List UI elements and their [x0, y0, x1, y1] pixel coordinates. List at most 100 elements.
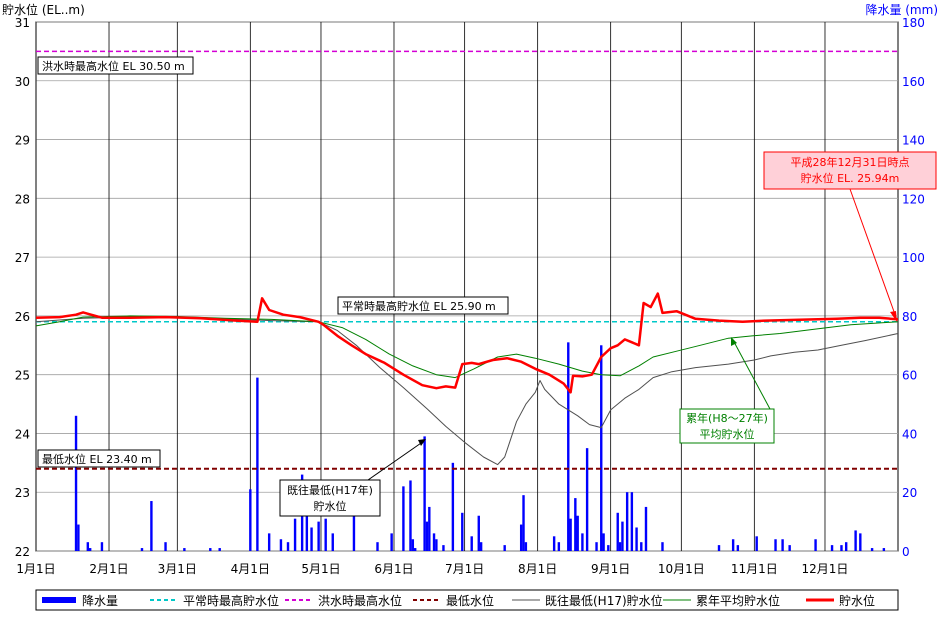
month-tick-label: 10月1日: [658, 562, 705, 576]
rain-bar: [442, 545, 445, 551]
rain-bar: [140, 548, 144, 551]
rain-bar: [249, 489, 252, 551]
rain-bar: [616, 512, 619, 551]
rain-bar: [305, 489, 309, 551]
rain-bar: [567, 342, 570, 551]
rain-bar: [413, 548, 417, 551]
rain-bar: [830, 545, 834, 551]
legend-label: 累年平均貯水位: [696, 593, 780, 608]
rain-bar: [557, 542, 561, 551]
average-label-1: 累年(H8〜27年): [686, 411, 768, 425]
right-tick-label: 180: [902, 16, 925, 30]
rain-bar: [644, 506, 648, 551]
right-tick-label: 140: [902, 134, 925, 148]
rain-bar: [74, 415, 78, 551]
rain-bar: [477, 515, 480, 551]
normal-label: 平常時最高貯水位 EL 25.90 m: [342, 299, 496, 313]
rain-bar: [352, 515, 356, 551]
average-box: [679, 408, 775, 444]
rainfall-bars: [74, 342, 886, 551]
rain-bar: [574, 498, 577, 551]
legend-label: 洪水時最高水位: [318, 593, 402, 608]
rain-bar: [581, 533, 584, 551]
rain-bar: [625, 492, 629, 551]
legend-label: 既往最低(H17)貯水位: [545, 593, 663, 608]
plot-border: [35, 21, 899, 552]
min-label: 最低水位 EL 23.40 m: [42, 452, 152, 466]
rain-bar: [86, 542, 90, 551]
left-axis-label: 貯水位 (EL..m): [2, 2, 85, 17]
month-tick-label: 3月1日: [158, 562, 197, 576]
rain-bar: [503, 545, 506, 551]
rain-bar: [635, 527, 638, 551]
legend-swatch: [42, 597, 76, 603]
month-tick-label: 4月1日: [231, 562, 270, 576]
normal-label-box: [337, 296, 509, 315]
hist-min-box: [279, 479, 381, 517]
rain-bar: [640, 542, 643, 551]
series-water_level: [35, 292, 899, 394]
rain-bar: [317, 521, 320, 551]
rain-bar: [814, 539, 817, 551]
rain-bar: [781, 539, 784, 551]
hist-min-label-2: 貯水位: [314, 499, 347, 513]
rain-bar: [402, 486, 405, 551]
month-tick-label: 8月1日: [518, 562, 557, 576]
left-tick-label: 23: [15, 486, 30, 500]
rain-bar: [755, 536, 758, 551]
month-tick-label: 1月1日: [16, 562, 55, 576]
rain-bar: [286, 542, 290, 551]
rain-bar: [293, 518, 297, 551]
rain-bar: [88, 548, 92, 551]
rain-bar: [607, 545, 610, 551]
rain-bar: [150, 501, 153, 551]
rain-bar: [621, 521, 624, 551]
flood-label: 洪水時最高水位 EL 30.50 m: [42, 59, 185, 73]
current-level-label-2: 貯水位 EL. 25.94m: [801, 171, 900, 185]
legend-label: 降水量: [82, 594, 118, 608]
rain-bar: [630, 492, 634, 551]
rain-bar: [717, 545, 721, 551]
average-arrow: [732, 339, 771, 410]
rain-bar: [736, 545, 740, 551]
average-arrowhead: [731, 337, 737, 346]
left-tick-label: 31: [15, 16, 30, 30]
rain-bar: [524, 542, 528, 551]
rain-bar: [77, 524, 80, 551]
rain-bar: [600, 345, 603, 551]
right-tick-label: 160: [902, 75, 925, 89]
rain-bar: [519, 524, 523, 551]
series-historical_min: [35, 316, 899, 466]
hist-min-label-1: 既往最低(H17年): [287, 483, 373, 497]
legend-label: 最低水位: [446, 593, 494, 608]
rain-bar: [432, 533, 436, 551]
right-tick-label: 40: [902, 427, 917, 441]
left-tick-label: 26: [15, 310, 30, 324]
right-tick-label: 120: [902, 192, 925, 206]
annotations: 洪水時最高水位 EL 30.50 m 平常時最高貯水位 EL 25.90 m 最…: [37, 56, 937, 517]
rain-bar: [209, 548, 212, 551]
right-tick-label: 80: [902, 310, 917, 324]
right-tick-label: 60: [902, 369, 917, 383]
rain-bar: [844, 542, 848, 551]
rain-bar: [731, 539, 735, 551]
rain-bar: [595, 542, 598, 551]
axes: 貯水位 (EL..m) 降水量 (mm) 22 23 24 25 26 27 28 29 30 3…: [2, 2, 938, 576]
month-tick-label: 12月1日: [802, 562, 849, 576]
left-tick-label: 27: [15, 251, 30, 265]
rain-bar: [788, 545, 791, 551]
rain-bar: [411, 539, 415, 551]
rain-bar: [661, 542, 664, 551]
rain-bar: [183, 548, 186, 551]
rain-bar: [774, 539, 777, 551]
right-tick-label: 0: [902, 545, 910, 559]
current-level-label-1: 平成28年12月31日時点: [791, 155, 910, 169]
left-tick-label: 22: [15, 545, 30, 559]
legend-box: [35, 589, 899, 611]
flood-label-box: [37, 56, 194, 75]
legend-label: 平常時最高貯水位: [183, 593, 279, 608]
min-label-box: [37, 449, 161, 468]
rain-bar: [310, 527, 313, 551]
rain-bar: [522, 495, 525, 551]
